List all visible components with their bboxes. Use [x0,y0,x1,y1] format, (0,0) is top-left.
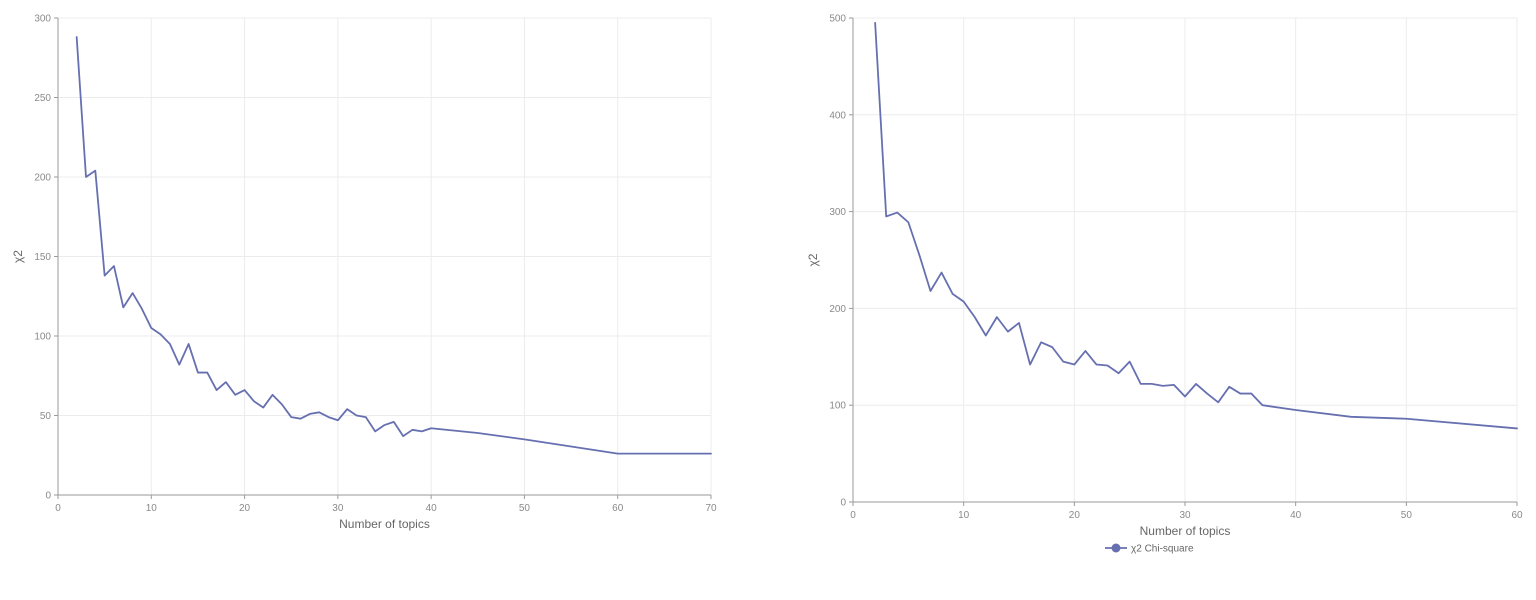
x-tick-label: 10 [958,510,970,521]
x-tick-label: 40 [426,503,438,514]
x-tick-label: 60 [612,503,624,514]
y-axis-label: χ2 [806,253,820,266]
legend-swatch-marker [1111,543,1121,553]
x-tick-label: 20 [1069,510,1081,521]
y-tick-label: 300 [829,207,846,218]
series-line [874,21,1518,430]
y-tick-label: 300 [34,14,51,25]
y-tick-label: 200 [34,173,51,184]
x-tick-label: 0 [55,503,61,514]
x-tick-label: 30 [332,503,344,514]
x-tick-label: 70 [705,503,717,514]
y-tick-label: 100 [829,401,846,412]
y-tick-label: 0 [45,491,51,502]
y-tick-label: 250 [34,93,51,104]
y-tick-label: 150 [34,252,51,263]
legend[interactable]: χ2 Chi-square [1105,543,1194,555]
series-line [75,36,712,455]
y-tick-label: 400 [829,110,846,121]
x-tick-label: 40 [1290,510,1302,521]
legend-label: χ2 Chi-square [1131,544,1194,555]
x-tick-label: 10 [146,503,158,514]
x-axis-label: Number of topics [339,517,430,531]
x-tick-label: 20 [239,503,251,514]
y-tick-label: 500 [829,14,846,25]
y-tick-label: 50 [40,411,52,422]
left-chart: 0 10 20 30 40 50 60 70 0 50 100 150 200 250 300 Number … [11,14,717,532]
y-tick-label: 100 [34,332,51,343]
y-axis-label: χ2 [11,250,25,263]
right-chart: 0 10 20 30 40 50 60 0 100 200 300 400 500 Number of t… [806,14,1523,555]
x-tick-label: 30 [1179,510,1191,521]
x-tick-label: 50 [1401,510,1413,521]
y-tick-label: 0 [840,498,846,509]
y-tick-label: 200 [829,304,846,315]
x-axis-label: Number of topics [1140,524,1231,538]
x-tick-label: 0 [850,510,856,521]
x-tick-label: 60 [1511,510,1523,521]
x-tick-label: 50 [519,503,531,514]
